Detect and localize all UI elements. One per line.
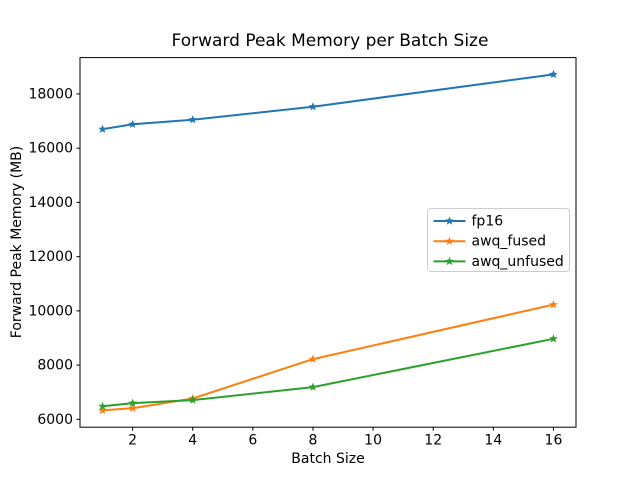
- data-point-marker-awq_fused: [98, 405, 107, 415]
- legend-label: awq_unfused: [472, 254, 564, 270]
- y-tick-label: 18000: [28, 86, 73, 102]
- data-point-marker-awq_unfused: [98, 401, 107, 410]
- y-tick-label: 14000: [28, 195, 73, 211]
- x-tick-label: 12: [424, 433, 442, 449]
- data-point-marker-fp16: [98, 124, 107, 133]
- legend-marker-icon: [445, 216, 454, 225]
- data-point-marker-fp16: [308, 102, 318, 111]
- y-tick-label: 12000: [28, 249, 73, 265]
- y-tick-label: 6000: [37, 412, 73, 428]
- data-point-marker-fp16: [549, 69, 558, 79]
- legend-marker-icon: [445, 256, 454, 266]
- y-axis-label: Forward Peak Memory (MB): [9, 146, 25, 338]
- plot-area: 2 4 6 8 10 12 14 16 6000 8000 10000 12000 14000 16000…: [28, 57, 577, 449]
- x-tick-label: 8: [309, 433, 318, 449]
- data-point-marker-awq_fused: [128, 403, 137, 412]
- chart-title: Forward Peak Memory per Batch Size: [172, 31, 489, 51]
- data-point-marker-fp16: [188, 115, 198, 124]
- data-point-marker-fp16: [128, 119, 137, 128]
- x-axis-label: Batch Size: [291, 451, 364, 467]
- y-tick-label: 16000: [28, 141, 73, 157]
- x-tick-label: 10: [364, 433, 382, 449]
- data-point-marker-awq_unfused: [128, 398, 137, 407]
- legend-label: fp16: [472, 214, 504, 230]
- y-tick-label: 10000: [28, 303, 73, 319]
- y-tick-label: 8000: [37, 358, 73, 374]
- series-line-fp16: [101, 73, 555, 131]
- axes-frame: [79, 57, 577, 428]
- x-tick-label: 6: [248, 433, 257, 449]
- x-tick-label: 14: [484, 433, 502, 449]
- data-point-marker-awq_fused: [549, 300, 558, 309]
- series-line-awq_fused: [101, 303, 555, 412]
- x-tick-label: 4: [188, 433, 197, 449]
- series-line-awq_unfused: [101, 337, 555, 408]
- data-point-marker-awq_unfused: [188, 395, 198, 404]
- data-point-marker-awq_unfused: [549, 334, 558, 343]
- x-tick-label: 16: [545, 433, 563, 449]
- x-tick-label: 2: [128, 433, 137, 449]
- data-point-marker-awq_fused: [308, 354, 318, 363]
- legend-label: awq_fused: [472, 234, 547, 250]
- legend-marker-icon: [445, 236, 454, 245]
- data-point-marker-awq_unfused: [308, 382, 318, 391]
- legend-box: [427, 208, 570, 272]
